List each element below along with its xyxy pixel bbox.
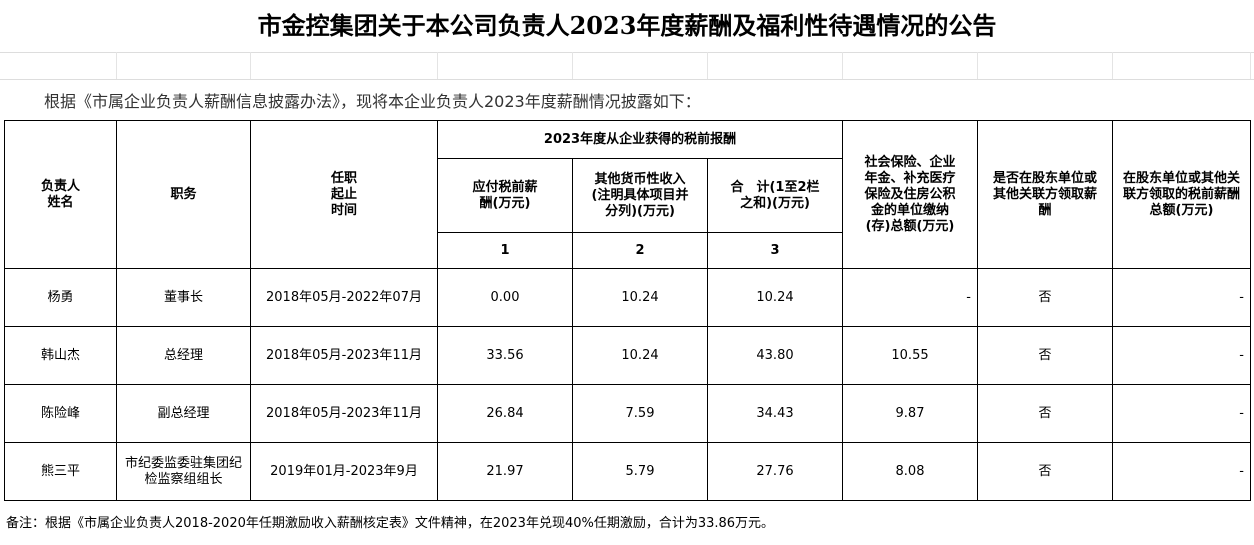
cell-name: 陈险峰	[4, 384, 117, 443]
header-position: 职务	[116, 120, 251, 269]
cell-total: 27.76	[707, 442, 843, 501]
cell-pay: 21.97	[437, 442, 573, 501]
cell-social: 10.55	[842, 326, 978, 385]
cell-amount: -	[1112, 326, 1251, 385]
footnote: 备注：根据《市属企业负责人2018-2020年任期激励收入薪酬核定表》文件精神，…	[6, 516, 775, 531]
header-shareholder-amount: 在股东单位或其他关联方领取的税前薪酬总额(万元)	[1112, 120, 1251, 269]
cell-total: 10.24	[707, 268, 843, 327]
cell-position: 总经理	[116, 326, 251, 385]
header-other: 其他货币性收入(注明具体项目并分列)(万元)	[572, 158, 708, 233]
cell-position: 董事长	[116, 268, 251, 327]
cell-name: 杨勇	[4, 268, 117, 327]
cell-other: 7.59	[572, 384, 708, 443]
cell-position: 市纪委监委驻集团纪检监察组组长	[116, 442, 251, 501]
table-row: 陈险峰 副总经理 2018年05月-2023年11月 26.84 7.59 34.43 9.…	[4, 384, 1251, 443]
cell-total: 43.80	[707, 326, 843, 385]
header-total: 合 计(1至2栏之和)(万元)	[707, 158, 843, 233]
cell-amount: -	[1112, 384, 1251, 443]
header-name: 负责人姓名	[4, 120, 117, 269]
cell-shareholder: 否	[977, 268, 1113, 327]
header-group: 2023年度从企业获得的税前报酬	[437, 120, 843, 159]
header-term: 任职起止时间	[250, 120, 438, 269]
header-pay: 应付税前薪酬(万元)	[437, 158, 573, 233]
table-row: 杨勇 董事长 2018年05月-2022年07月 0.00 10.24 10.24- 否 -	[4, 268, 1251, 327]
cell-shareholder: 否	[977, 326, 1113, 385]
cell-pay: 26.84	[437, 384, 573, 443]
cell-term: 2019年01月-2023年9月	[250, 442, 438, 501]
cell-pay: 33.56	[437, 326, 573, 385]
cell-shareholder: 否	[977, 384, 1113, 443]
cell-name: 韩山杰	[4, 326, 117, 385]
header-col2: 2	[572, 232, 708, 269]
cell-amount: -	[1112, 268, 1251, 327]
cell-other: 5.79	[572, 442, 708, 501]
empty-grid-row	[0, 52, 1254, 80]
header-col1: 1	[437, 232, 573, 269]
cell-other: 10.24	[572, 326, 708, 385]
cell-social: 8.08	[842, 442, 978, 501]
cell-amount: -	[1112, 442, 1251, 501]
cell-shareholder: 否	[977, 442, 1113, 501]
cell-name: 熊三平	[4, 442, 117, 501]
cell-total: 34.43	[707, 384, 843, 443]
header-col3: 3	[707, 232, 843, 269]
page-title: 市金控集团关于本公司负责人2023年度薪酬及福利性待遇情况的公告	[0, 0, 1254, 53]
cell-social: 9.87	[842, 384, 978, 443]
table-row: 熊三平 市纪委监委驻集团纪检监察组组长 2019年01月-2023年9月 21.97 5…	[4, 442, 1251, 501]
header-shareholder: 是否在股东单位或其他关联方领取薪酬	[977, 120, 1113, 269]
table-row: 韩山杰 总经理 2018年05月-2023年11月 33.56 10.24 43.80 10…	[4, 326, 1251, 385]
cell-term: 2018年05月-2022年07月	[250, 268, 438, 327]
header-social: 社会保险、企业年金、补充医疗保险及住房公积金的单位缴纳(存)总额(万元)	[842, 120, 978, 269]
salary-table: 负责人姓名 职务 任职起止时间 2023年度从企业获得的税前报酬 社会保险、企业…	[4, 120, 1251, 501]
cell-social: -	[842, 268, 978, 327]
cell-other: 10.24	[572, 268, 708, 327]
cell-position: 副总经理	[116, 384, 251, 443]
intro-text: 根据《市属企业负责人薪酬信息披露办法》，现将本企业负责人2023年度薪酬情况披露…	[44, 92, 701, 111]
cell-term: 2018年05月-2023年11月	[250, 384, 438, 443]
cell-term: 2018年05月-2023年11月	[250, 326, 438, 385]
cell-pay: 0.00	[437, 268, 573, 327]
